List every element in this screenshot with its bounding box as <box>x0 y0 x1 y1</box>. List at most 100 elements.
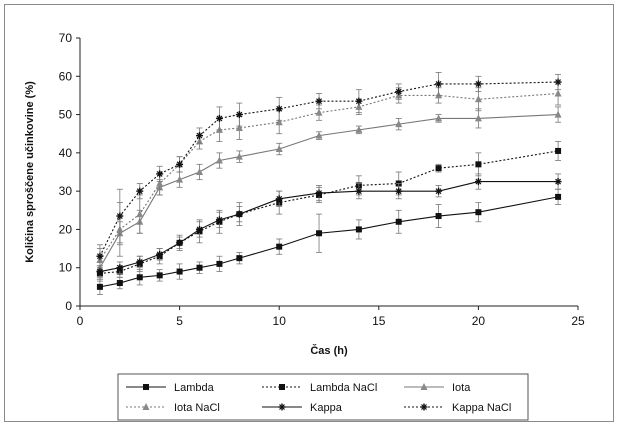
legend-item: Kappa <box>262 402 343 414</box>
marker-star <box>196 225 204 233</box>
x-tick-label: 25 <box>571 314 585 328</box>
marker-triangle <box>435 114 443 122</box>
series-line <box>99 81 559 257</box>
marker-star-stroke <box>475 178 482 185</box>
marker-star <box>156 170 164 178</box>
marker-triangle <box>554 89 562 97</box>
marker-star <box>275 195 283 203</box>
marker-star-stroke <box>116 264 123 271</box>
marker-triangle <box>156 179 164 187</box>
marker-star-stroke <box>236 211 243 218</box>
marker-square <box>236 255 243 262</box>
marker-star-stroke <box>435 81 442 87</box>
marker-star-stroke <box>555 79 562 85</box>
marker-star-stroke <box>395 188 402 195</box>
marker-star <box>215 216 223 224</box>
marker-star <box>355 187 363 195</box>
legend-item: Kappa NaCl <box>404 402 511 414</box>
marker-square <box>136 274 143 281</box>
marker-star <box>136 187 144 195</box>
marker-star-stroke <box>395 88 402 95</box>
marker-star-stroke <box>276 105 283 112</box>
marker-star-stroke <box>475 81 482 87</box>
marker-square <box>555 147 562 154</box>
marker-triangle <box>554 110 562 118</box>
legend-label: Kappa NaCl <box>452 402 511 414</box>
marker-square <box>196 264 203 271</box>
marker-triangle <box>142 403 150 410</box>
marker-star <box>176 239 184 247</box>
marker-star <box>156 250 164 258</box>
series-kappa-nacl <box>96 72 562 269</box>
series-lambda-nacl <box>96 140 562 282</box>
marker-star <box>554 178 562 186</box>
legend-item: Lambda <box>126 382 215 394</box>
legend-label: Iota <box>452 382 471 394</box>
marker-triangle <box>474 95 482 103</box>
marker-star-stroke <box>236 111 243 118</box>
x-tick-label: 5 <box>176 314 183 328</box>
marker-star-stroke <box>421 404 427 410</box>
x-tick-label: 10 <box>273 314 287 328</box>
legend-label: Lambda NaCl <box>310 382 377 394</box>
marker-triangle <box>275 118 283 126</box>
marker-star <box>235 210 243 218</box>
marker-star <box>420 403 428 411</box>
y-tick-label: 30 <box>59 184 73 198</box>
marker-star-stroke <box>316 190 322 196</box>
legend-label: Lambda <box>174 382 215 394</box>
marker-star <box>136 258 144 266</box>
marker-square <box>435 165 442 172</box>
marker-star-stroke <box>216 216 223 223</box>
legend-label: Iota NaCl <box>174 402 220 414</box>
marker-star-stroke <box>176 161 183 168</box>
marker-triangle <box>136 210 144 218</box>
marker-star-stroke <box>355 98 362 105</box>
legend-item: Iota <box>404 382 471 394</box>
marker-star <box>435 80 443 88</box>
marker-star <box>275 105 283 113</box>
marker-square <box>435 213 442 220</box>
series-iota-nacl <box>96 81 562 272</box>
marker-triangle <box>395 120 403 128</box>
marker-star <box>96 268 104 276</box>
marker-star-stroke <box>196 226 203 233</box>
marker-star-stroke <box>136 259 143 265</box>
series-lambda <box>96 188 562 295</box>
y-tick-label: 70 <box>59 31 73 45</box>
marker-triangle <box>196 168 204 175</box>
marker-star <box>215 114 223 122</box>
series-layer <box>96 72 562 295</box>
chart-frame <box>4 4 614 422</box>
y-tick-label: 10 <box>59 261 73 275</box>
marker-square <box>395 218 402 225</box>
marker-square <box>475 209 482 216</box>
marker-star <box>116 212 124 220</box>
marker-triangle <box>474 114 482 122</box>
series-line <box>99 196 559 288</box>
marker-triangle <box>315 108 323 116</box>
marker-star-stroke <box>355 188 362 195</box>
marker-square <box>276 243 283 250</box>
marker-star-stroke <box>156 251 163 258</box>
marker-square <box>355 226 362 233</box>
marker-star-stroke <box>435 188 442 195</box>
marker-square <box>475 161 482 168</box>
ticks: 0 10 20 30 40 50 60 70 0 5 10 15 20 25 <box>59 31 585 328</box>
legend-item: Lambda NaCl <box>262 382 377 394</box>
marker-triangle <box>215 156 223 164</box>
marker-star-stroke <box>156 170 163 177</box>
marker-star-stroke <box>136 188 143 195</box>
y-axis-label: Količina sproščene učinkovine (%) <box>24 81 36 263</box>
marker-star-stroke <box>96 268 103 275</box>
marker-star <box>435 187 443 195</box>
y-tick-label: 20 <box>59 222 73 236</box>
series-line <box>99 114 559 268</box>
legend-item: Iota NaCl <box>126 402 220 414</box>
marker-star-stroke <box>196 132 203 139</box>
x-tick-label: 0 <box>77 314 84 328</box>
axes <box>79 38 578 307</box>
marker-square <box>316 230 323 237</box>
legend-box <box>117 373 529 421</box>
